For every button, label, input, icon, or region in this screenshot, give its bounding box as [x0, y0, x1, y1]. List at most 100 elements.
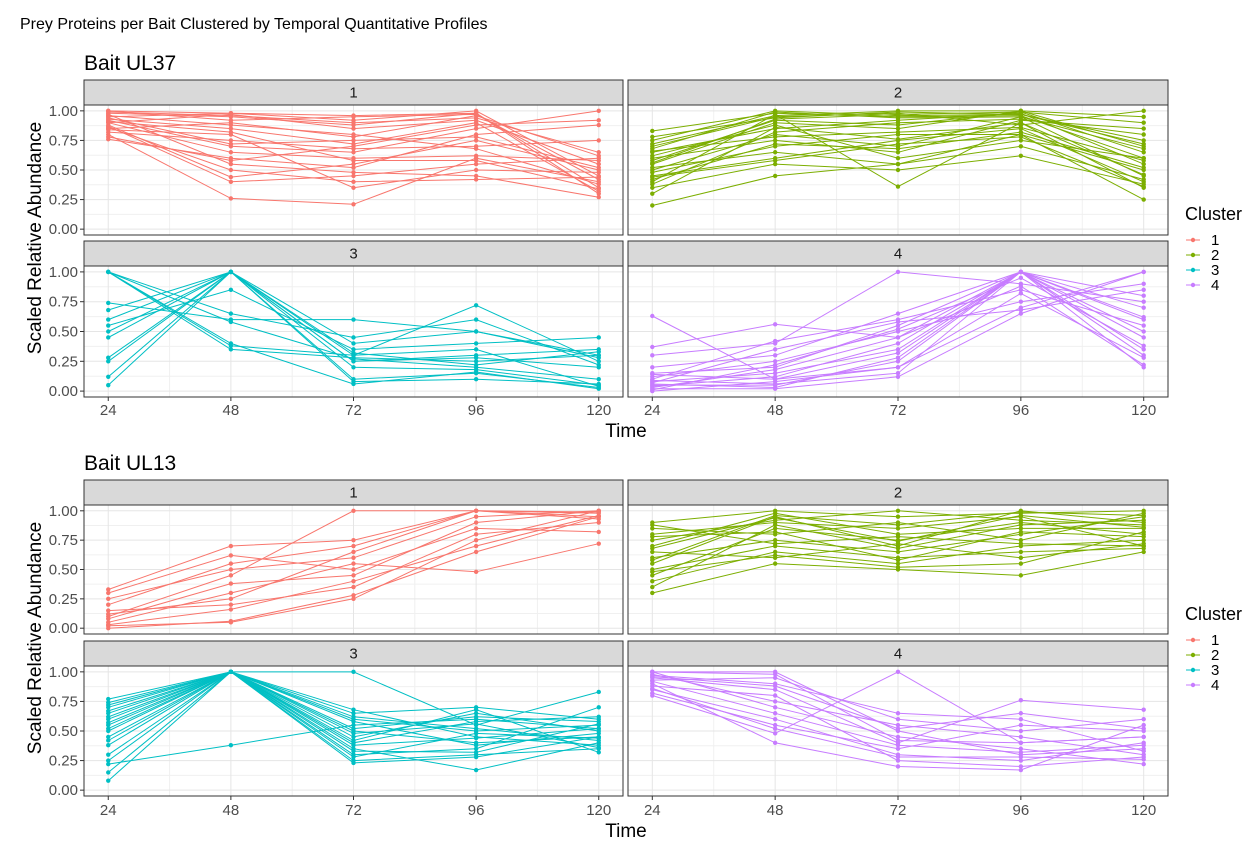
- data-point: [228, 341, 234, 346]
- data-point: [1018, 287, 1024, 292]
- data-point: [106, 602, 111, 607]
- data-point: [772, 161, 778, 167]
- data-point: [228, 141, 234, 147]
- data-point: [106, 726, 111, 731]
- data-point: [228, 174, 234, 180]
- data-point: [106, 608, 111, 613]
- data-point: [1018, 291, 1024, 296]
- data-point: [473, 750, 479, 755]
- data-point: [1018, 269, 1024, 275]
- data-point: [1141, 707, 1146, 712]
- data-point: [106, 374, 111, 379]
- facet-strip: [83, 79, 624, 106]
- data-point: [106, 323, 111, 328]
- data-point: [228, 543, 234, 549]
- data-point: [772, 347, 778, 352]
- data-point: [473, 126, 479, 131]
- data-point: [772, 359, 778, 364]
- data-point: [473, 167, 479, 173]
- x-tick-label: 24: [100, 802, 117, 819]
- data-point: [351, 170, 356, 175]
- data-point: [1018, 740, 1024, 746]
- data-point: [895, 561, 901, 566]
- y-tick-label: 0.75: [49, 532, 78, 549]
- data-point: [1141, 543, 1146, 549]
- data-point: [106, 734, 111, 740]
- data-point: [1141, 742, 1146, 748]
- data-point: [106, 752, 111, 757]
- data-point: [596, 726, 601, 731]
- data-point: [473, 317, 479, 322]
- data-point: [106, 761, 111, 767]
- data-point: [228, 269, 234, 275]
- data-point: [895, 269, 901, 275]
- data-point: [1141, 748, 1146, 754]
- data-point: [650, 134, 655, 140]
- data-point: [351, 335, 356, 340]
- data-point: [895, 764, 901, 769]
- facet-strip-label: 3: [349, 246, 357, 263]
- data-point: [596, 516, 601, 522]
- data-point: [228, 311, 234, 316]
- data-point: [650, 557, 655, 563]
- data-point: [1141, 353, 1146, 358]
- data-point: [596, 150, 601, 155]
- data-point: [895, 129, 901, 135]
- facet-strip: [627, 640, 1169, 667]
- x-tick-label: 48: [223, 402, 240, 419]
- data-point: [772, 338, 778, 344]
- data-point: [228, 742, 234, 748]
- data-point: [228, 179, 234, 185]
- facet-strip-label: 1: [349, 85, 357, 102]
- y-axis-title: Scaled Relative Abundance: [25, 122, 46, 354]
- data-point: [1141, 734, 1146, 740]
- data-point: [596, 735, 601, 741]
- data-point: [1141, 138, 1146, 143]
- y-tick-label: 1.00: [49, 103, 78, 120]
- data-point: [772, 322, 778, 327]
- data-point: [895, 371, 901, 376]
- y-tick-label: 0.75: [49, 294, 78, 311]
- data-point: [473, 767, 479, 773]
- data-point: [1141, 293, 1146, 298]
- data-point: [351, 722, 356, 728]
- data-point: [228, 129, 234, 135]
- data-point: [772, 541, 778, 546]
- data-point: [351, 150, 356, 155]
- data-point: [228, 596, 234, 602]
- data-point: [772, 687, 778, 692]
- data-point: [351, 114, 356, 119]
- data-point: [351, 748, 356, 754]
- data-point: [772, 537, 778, 543]
- data-point: [650, 344, 655, 350]
- data-point: [106, 708, 111, 714]
- data-point: [596, 174, 601, 180]
- data-point: [106, 335, 111, 340]
- data-point: [473, 173, 479, 179]
- data-point: [351, 567, 356, 572]
- y-axis-title: Scaled Relative Abundance: [25, 522, 46, 754]
- data-point: [351, 161, 356, 167]
- data-point: [1141, 132, 1146, 137]
- data-point: [596, 705, 601, 710]
- data-point: [895, 137, 901, 142]
- data-point: [351, 350, 356, 356]
- data-point: [1018, 561, 1024, 566]
- y-tick-label: 0.50: [49, 562, 78, 579]
- data-point: [772, 385, 778, 390]
- y-tick-label: 0.25: [49, 591, 78, 608]
- data-point: [772, 109, 778, 115]
- data-point: [473, 711, 479, 716]
- data-point: [772, 683, 778, 689]
- data-point: [895, 738, 901, 743]
- data-point: [895, 341, 901, 346]
- data-point: [650, 549, 655, 555]
- facet-panel-1: 1 0.00 0.25 0.50 0.75 1.00: [49, 479, 624, 637]
- data-point: [1141, 165, 1146, 170]
- data-point: [351, 555, 356, 560]
- data-point: [228, 158, 234, 163]
- facet-panel-4: 4 24 48 72 96 120: [627, 240, 1169, 419]
- data-point: [473, 347, 479, 352]
- data-point: [650, 569, 655, 575]
- data-point: [473, 526, 479, 531]
